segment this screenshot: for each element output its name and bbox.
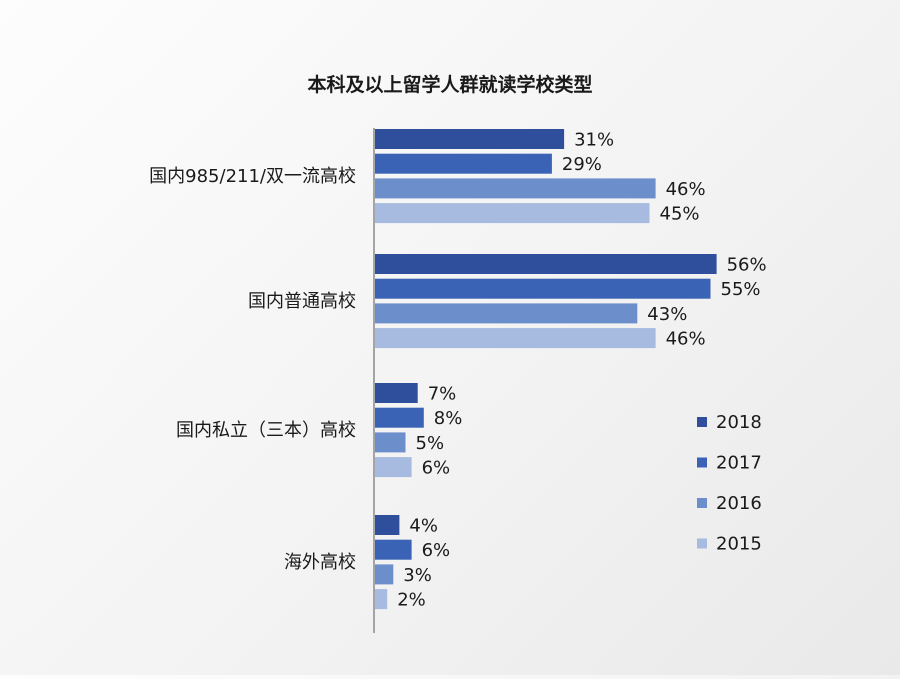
bar-2017-3 [375, 407, 424, 428]
category-label-4: 海外高校 [284, 552, 356, 573]
data-label-2017-2: 55% [721, 279, 761, 300]
category-label-3: 国内私立（三本）高校 [176, 420, 356, 441]
data-label-2018-2: 56% [727, 255, 767, 276]
data-label-2016-3: 5% [416, 433, 445, 454]
data-label-2018-4: 4% [409, 516, 438, 537]
legend-swatch-2015 [697, 538, 707, 549]
bar-2016-1 [375, 178, 656, 199]
data-label-2017-1: 29% [562, 154, 602, 175]
bar-2017-2 [375, 278, 711, 299]
bar-2018-3 [375, 383, 418, 403]
bar-2017-4 [375, 539, 412, 560]
data-label-2017-3: 8% [434, 408, 463, 429]
bar-2018-2 [375, 254, 717, 274]
bar-2016-2 [375, 303, 638, 324]
bar-2016-3 [375, 432, 406, 453]
data-label-2015-1: 45% [660, 204, 700, 225]
bar-2018-1 [375, 129, 565, 149]
bar-2015-3 [375, 457, 412, 478]
bar-2015-4 [375, 589, 388, 610]
legend-label-2016: 2016 [716, 493, 762, 514]
chart-title: 本科及以上留学人群就读学校类型 [307, 73, 592, 96]
legend: 2018 2017 2016 2015 [697, 412, 762, 555]
legend-swatch-2017 [697, 457, 707, 468]
category-label-1: 国内985/211/双一流高校 [149, 166, 356, 187]
bar-2015-2 [375, 328, 656, 349]
data-label-2016-2: 43% [647, 304, 687, 325]
bars-group: 31% 29% 46% 45% 56% 55% 43% 46% 7% 8% 5% 6% 4% 6% 3% 2% [375, 129, 767, 611]
data-label-2016-1: 46% [666, 179, 706, 200]
data-label-2016-4: 3% [403, 565, 432, 586]
legend-label-2017: 2017 [716, 453, 762, 474]
legend-label-2015: 2015 [716, 534, 762, 555]
legend-swatch-2018 [697, 417, 707, 427]
legend-swatch-2016 [697, 498, 707, 508]
category-label-2: 国内普通高校 [248, 291, 356, 312]
bar-2017-1 [375, 153, 552, 174]
data-label-2017-4: 6% [422, 540, 451, 561]
bar-2015-1 [375, 203, 650, 224]
bar-2018-4 [375, 515, 400, 535]
data-label-2015-2: 46% [666, 329, 706, 350]
data-label-2018-3: 7% [428, 384, 457, 405]
data-label-2018-1: 31% [574, 130, 614, 151]
legend-label-2018: 2018 [716, 412, 762, 433]
bar-2016-4 [375, 564, 394, 585]
data-label-2015-4: 2% [397, 590, 426, 611]
data-label-2015-3: 6% [422, 458, 451, 479]
